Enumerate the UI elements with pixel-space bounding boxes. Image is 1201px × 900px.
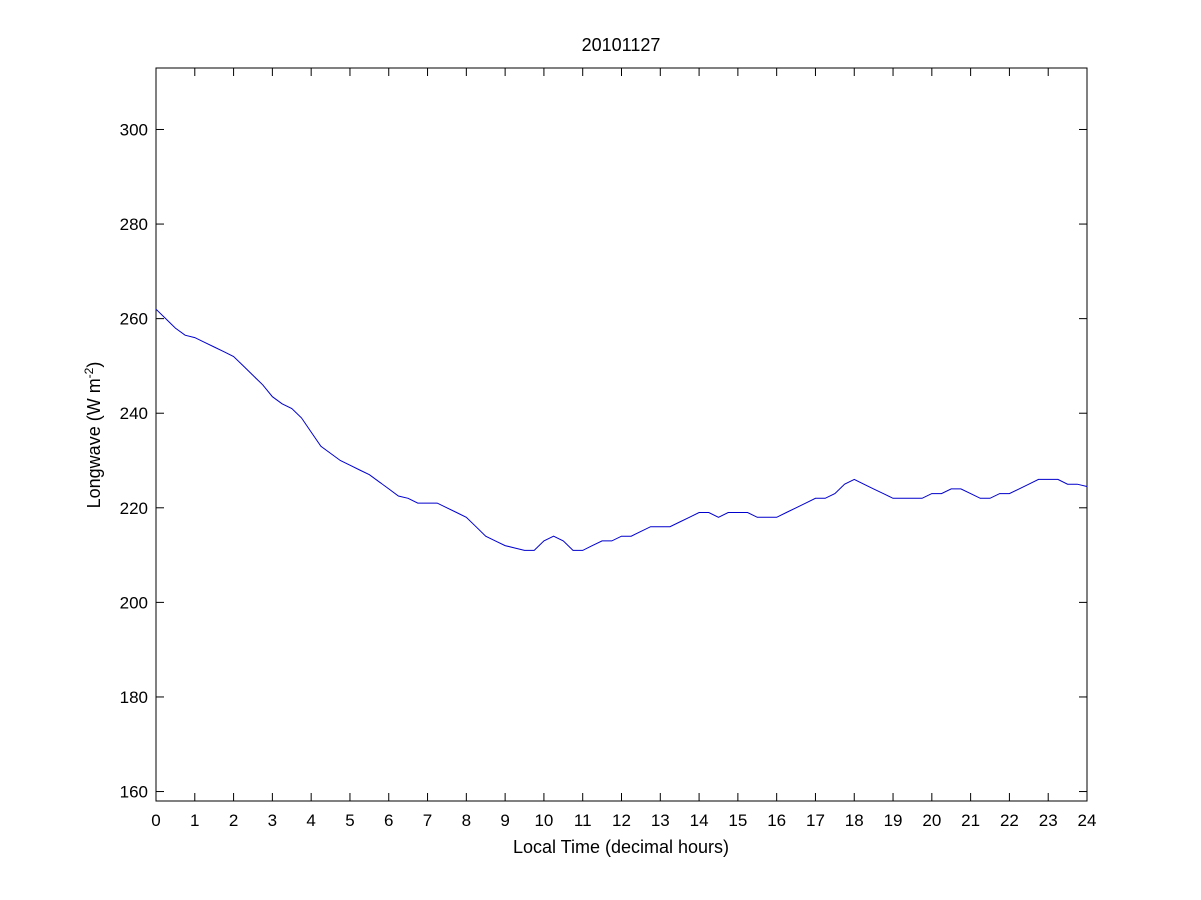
x-tick-label: 2 (229, 811, 238, 830)
x-tick-label: 22 (1000, 811, 1019, 830)
x-tick-label: 14 (690, 811, 709, 830)
longwave-series-line (155, 308, 1088, 551)
y-axis-label: Longwave (W m-2) (82, 362, 104, 509)
x-tick-label: 12 (612, 811, 631, 830)
x-tick-label: 6 (384, 811, 393, 830)
x-tick-label: 20 (922, 811, 941, 830)
x-tick-label: 24 (1078, 811, 1097, 830)
y-tick-label: 220 (120, 499, 148, 518)
y-axis-label-close: ) (84, 362, 104, 368)
x-tick-label: 10 (534, 811, 553, 830)
x-tick-label: 9 (500, 811, 509, 830)
x-tick-label: 23 (1039, 811, 1058, 830)
x-tick-label: 1 (190, 811, 199, 830)
y-tick-label: 280 (120, 215, 148, 234)
x-tick-label: 21 (961, 811, 980, 830)
x-tick-label: 8 (462, 811, 471, 830)
x-tick-label: 5 (345, 811, 354, 830)
y-axis-label-main: Longwave (W m (84, 378, 104, 508)
y-axis-ticks: 160 180 200 220 240 260 280 300 (120, 120, 1087, 802)
x-axis-ticks: 0 1 2 3 4 5 6 7 8 9 10 11 12 13 14 15 16 17 18 19 20 21 22 23 24 (151, 68, 1096, 830)
x-tick-label: 7 (423, 811, 432, 830)
chart-title: 20101127 (582, 35, 661, 55)
x-tick-label: 16 (767, 811, 786, 830)
x-tick-label: 3 (268, 811, 277, 830)
x-tick-label: 19 (884, 811, 903, 830)
y-tick-label: 260 (120, 310, 148, 329)
x-tick-label: 13 (651, 811, 670, 830)
y-tick-label: 180 (120, 688, 148, 707)
x-tick-label: 17 (806, 811, 825, 830)
x-tick-label: 11 (574, 811, 592, 830)
x-tick-label: 18 (845, 811, 864, 830)
y-axis-label-superscript: -2 (82, 367, 96, 378)
y-tick-label: 160 (120, 783, 148, 802)
x-tick-label: 15 (728, 811, 747, 830)
y-tick-label: 240 (120, 404, 148, 423)
x-tick-label: 4 (306, 811, 315, 830)
x-tick-label: 0 (151, 811, 160, 830)
y-tick-label: 300 (120, 120, 148, 139)
y-tick-label: 200 (120, 593, 148, 612)
x-axis-label: Local Time (decimal hours) (513, 837, 729, 857)
